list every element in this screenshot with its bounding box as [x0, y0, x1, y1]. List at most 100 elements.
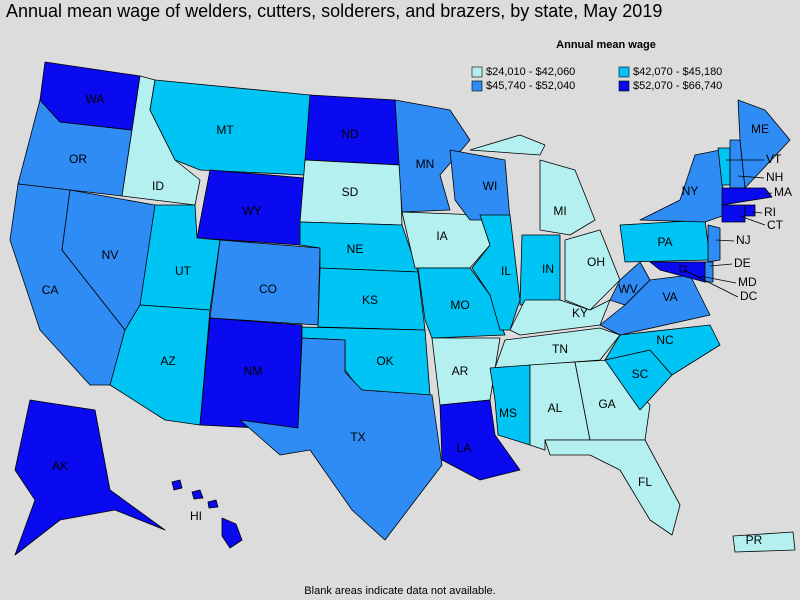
state	[439, 399, 521, 481]
state-label: IL	[501, 264, 511, 278]
state-label: TN	[552, 342, 568, 356]
state	[469, 134, 596, 236]
state	[471, 214, 521, 331]
map-title: Annual mean wage of welders, cutters, so…	[6, 1, 662, 21]
legend-swatch	[471, 66, 483, 78]
state-label: GA	[598, 397, 615, 411]
leader-line	[764, 192, 773, 195]
state-label: PA	[657, 235, 672, 249]
state-label: KY	[572, 306, 588, 320]
state-label: MI	[553, 204, 566, 218]
state	[721, 204, 746, 223]
legend-label: $45,740 - $52,040	[486, 80, 575, 92]
state-label: NY	[682, 184, 699, 198]
state	[704, 261, 714, 283]
state-label: DE	[734, 256, 751, 270]
state-label: WI	[483, 179, 498, 193]
state-label: UT	[175, 264, 192, 278]
state-label: MO	[450, 298, 469, 312]
leader-line	[715, 239, 735, 242]
state	[707, 224, 721, 263]
state-label: VT	[766, 152, 782, 166]
leader-line	[699, 275, 737, 284]
state-label: AR	[452, 364, 469, 378]
state-label: DC	[740, 289, 758, 303]
state-label: OK	[376, 354, 393, 368]
state-labels: WA OR CA NV ID MT WY UT AZ CO NM ND SD N…	[42, 92, 769, 547]
state	[544, 439, 681, 536]
state-label: WY	[242, 204, 261, 218]
state	[494, 327, 621, 369]
state	[732, 531, 796, 553]
state-label: AK	[52, 459, 68, 473]
state	[574, 359, 651, 441]
state-label: NM	[244, 364, 263, 378]
state-label: PR	[746, 533, 763, 547]
state	[171, 479, 243, 549]
state-label: MT	[216, 123, 234, 137]
state-label: NV	[102, 248, 119, 262]
state	[14, 399, 166, 556]
state	[604, 324, 721, 376]
state-label: MN	[416, 157, 435, 171]
legend-label: $24,010 - $42,060	[486, 66, 575, 78]
legend: Annual mean wage $24,010 - $42,060 $42,07…	[471, 39, 722, 92]
leader-line	[751, 211, 763, 214]
states	[9, 61, 796, 556]
legend-swatch	[471, 80, 483, 92]
state-label: MS	[499, 406, 517, 420]
state	[737, 99, 791, 189]
state-label: ID	[152, 179, 164, 193]
leader-line	[737, 175, 765, 179]
state-label: OH	[587, 255, 605, 269]
state-label: HI	[190, 509, 202, 523]
state-label: SD	[342, 185, 359, 199]
legend-swatch	[618, 66, 630, 78]
state-label: CO	[259, 282, 277, 296]
state	[239, 337, 443, 541]
state-label: MA	[774, 185, 792, 199]
legend-label: $52,070 - $66,740	[633, 80, 722, 92]
state-label: RI	[764, 205, 776, 219]
state	[509, 299, 611, 336]
state-label: IN	[542, 262, 554, 276]
leader-line	[709, 263, 733, 267]
state-label: NJ	[736, 233, 751, 247]
state-label: VA	[662, 290, 677, 304]
state-label: OR	[69, 152, 87, 166]
state-label: AZ	[160, 354, 175, 368]
state	[39, 61, 141, 131]
state	[609, 261, 651, 306]
state-label: ND	[341, 127, 359, 141]
state-label: LA	[457, 441, 472, 455]
footnote: Blank areas indicate data not available.	[304, 585, 495, 597]
state	[721, 187, 773, 206]
state-label: KS	[362, 293, 378, 307]
state-label: SC	[632, 367, 649, 381]
state-label: IA	[436, 229, 447, 243]
state	[519, 234, 561, 306]
legend-title: Annual mean wage	[556, 39, 656, 51]
outside-state-labels: VT NH MA RI CT NJ DE MD DC	[734, 152, 792, 303]
legend-label: $42,070 - $45,180	[633, 66, 722, 78]
state-label: WV	[618, 282, 637, 296]
state-label: TX	[350, 430, 365, 444]
state-label: NC	[656, 333, 674, 347]
state	[679, 265, 687, 273]
state	[649, 261, 706, 283]
leader-lines	[683, 159, 773, 298]
state-label: FL	[638, 475, 652, 489]
state-label: WA	[86, 92, 105, 106]
state-label: CT	[767, 218, 784, 232]
state-label: MD	[738, 275, 757, 289]
state-label: ME	[751, 122, 769, 136]
legend-swatch	[618, 80, 630, 92]
state	[564, 229, 621, 311]
state-label: CA	[42, 283, 59, 297]
state	[109, 304, 211, 426]
state	[489, 364, 531, 446]
state	[744, 204, 756, 217]
state-label: AL	[548, 401, 563, 415]
